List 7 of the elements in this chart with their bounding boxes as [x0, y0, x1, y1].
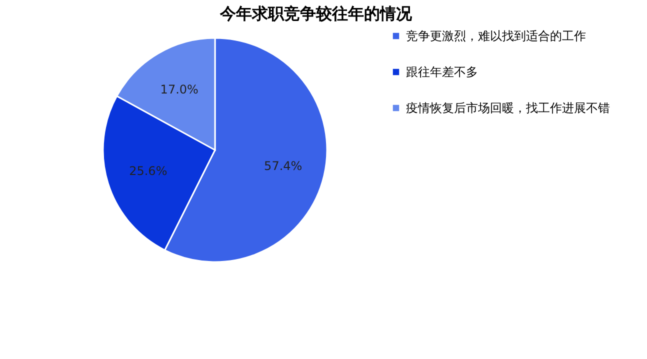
- legend-label: 竞争更激烈，难以找到适合的工作: [406, 29, 586, 43]
- legend-label: 跟往年差不多: [406, 65, 478, 79]
- legend-label: 疫情恢复后市场回暖，找工作进展不错: [406, 101, 610, 115]
- chart-title: 今年求职竞争较往年的情况: [219, 4, 413, 23]
- data-label: 25.6%: [129, 164, 168, 178]
- data-label: 57.4%: [264, 159, 302, 174]
- data-label: 17.0%: [160, 82, 198, 97]
